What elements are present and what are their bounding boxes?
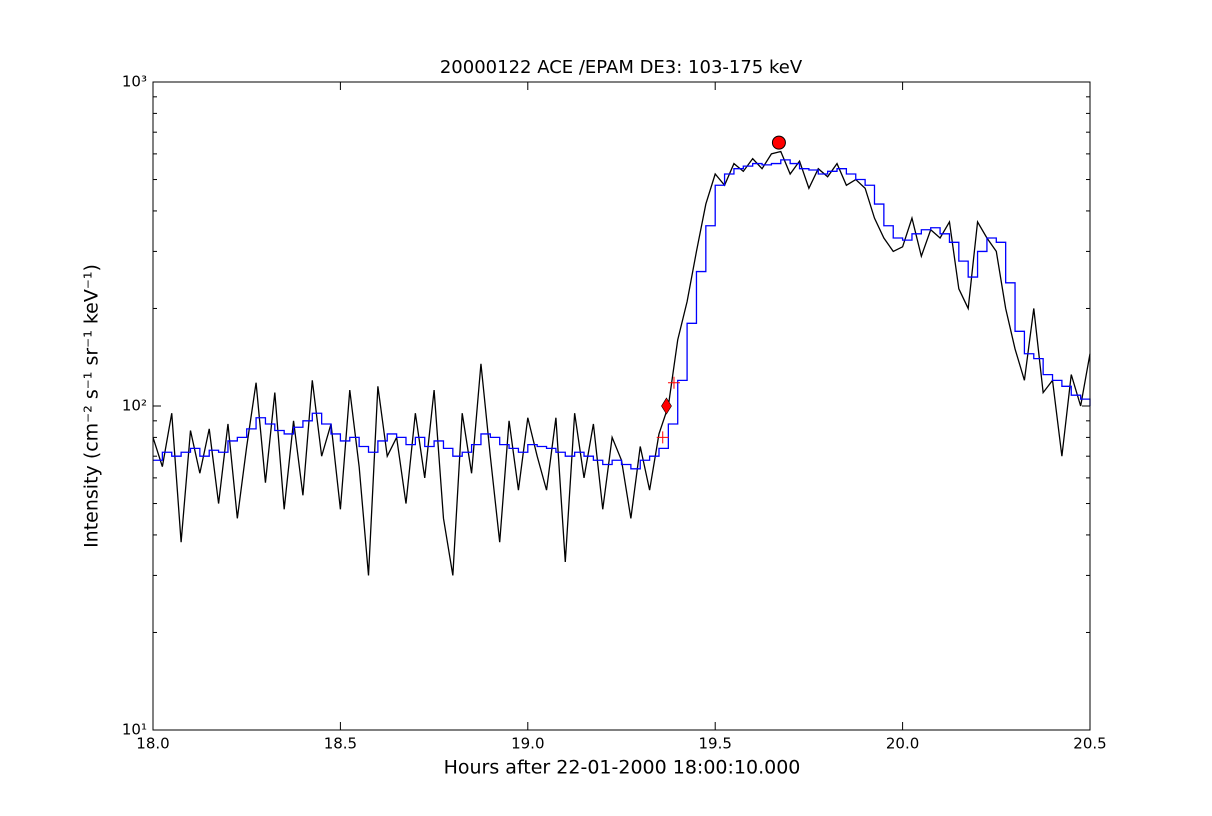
- x-tick-label: 19.0: [511, 735, 544, 753]
- marker: [771, 135, 786, 150]
- y-tick-label: 10¹: [122, 721, 147, 739]
- marker: [661, 397, 672, 415]
- x-tick-label: 20.5: [1073, 735, 1106, 753]
- x-tick-label: 20.0: [886, 735, 919, 753]
- chart-title: 20000122 ACE /EPAM DE3: 103-175 keV: [440, 57, 803, 78]
- marker: [656, 431, 669, 444]
- x-axis-label: Hours after 22-01-2000 18:00:10.000: [444, 757, 801, 779]
- x-tick-label: 18.0: [136, 735, 169, 753]
- x-tick-label: 18.5: [324, 735, 357, 753]
- y-tick-label: 10²: [122, 397, 147, 415]
- plot-frame: [152, 81, 1091, 731]
- data-line: [153, 159, 1091, 470]
- marker: [667, 376, 680, 389]
- y-tick-label: 10³: [122, 73, 147, 91]
- data-line: [152, 150, 1091, 576]
- x-tick-label: 19.5: [698, 735, 731, 753]
- y-axis-label: Intensity (cm⁻² s⁻¹ sr⁻¹ keV⁻¹): [81, 264, 103, 548]
